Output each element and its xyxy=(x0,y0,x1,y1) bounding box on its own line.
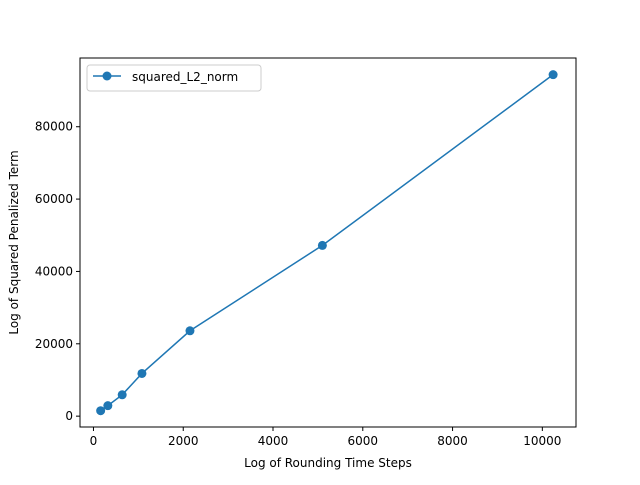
data-point xyxy=(117,390,127,400)
data-point xyxy=(548,70,558,80)
data-point xyxy=(185,326,195,336)
x-axis: 0 2000 4000 6000 8000 10000 xyxy=(90,427,561,448)
y-axis: 0 20000 40000 60000 80000 xyxy=(35,120,80,423)
legend-marker-swatch xyxy=(102,71,112,81)
y-tick-label: 60000 xyxy=(35,192,73,206)
x-tick-label: 4000 xyxy=(258,434,289,448)
x-tick-label: 6000 xyxy=(348,434,379,448)
legend-box xyxy=(86,64,262,92)
x-tick-label: 0 xyxy=(90,434,98,448)
data-point xyxy=(317,240,327,250)
series-layer xyxy=(96,70,558,416)
x-tick-label: 10000 xyxy=(523,434,561,448)
data-point xyxy=(96,406,106,416)
x-tick-label: 2000 xyxy=(168,434,199,448)
data-point xyxy=(137,368,147,378)
y-tick-label: 80000 xyxy=(35,120,73,134)
x-tick-label: 8000 xyxy=(437,434,468,448)
y-axis-label: Log of Squared Penalized Term xyxy=(7,150,21,334)
y-tick-label: 40000 xyxy=(35,264,73,278)
y-tick-label: 20000 xyxy=(35,337,73,351)
legend-label: squared_L2_norm xyxy=(132,70,238,84)
y-tick-label: 0 xyxy=(65,409,73,423)
data-point xyxy=(103,401,113,411)
x-axis-label: Log of Rounding Time Steps xyxy=(244,456,412,470)
legend: squared_L2_norm xyxy=(86,64,262,92)
